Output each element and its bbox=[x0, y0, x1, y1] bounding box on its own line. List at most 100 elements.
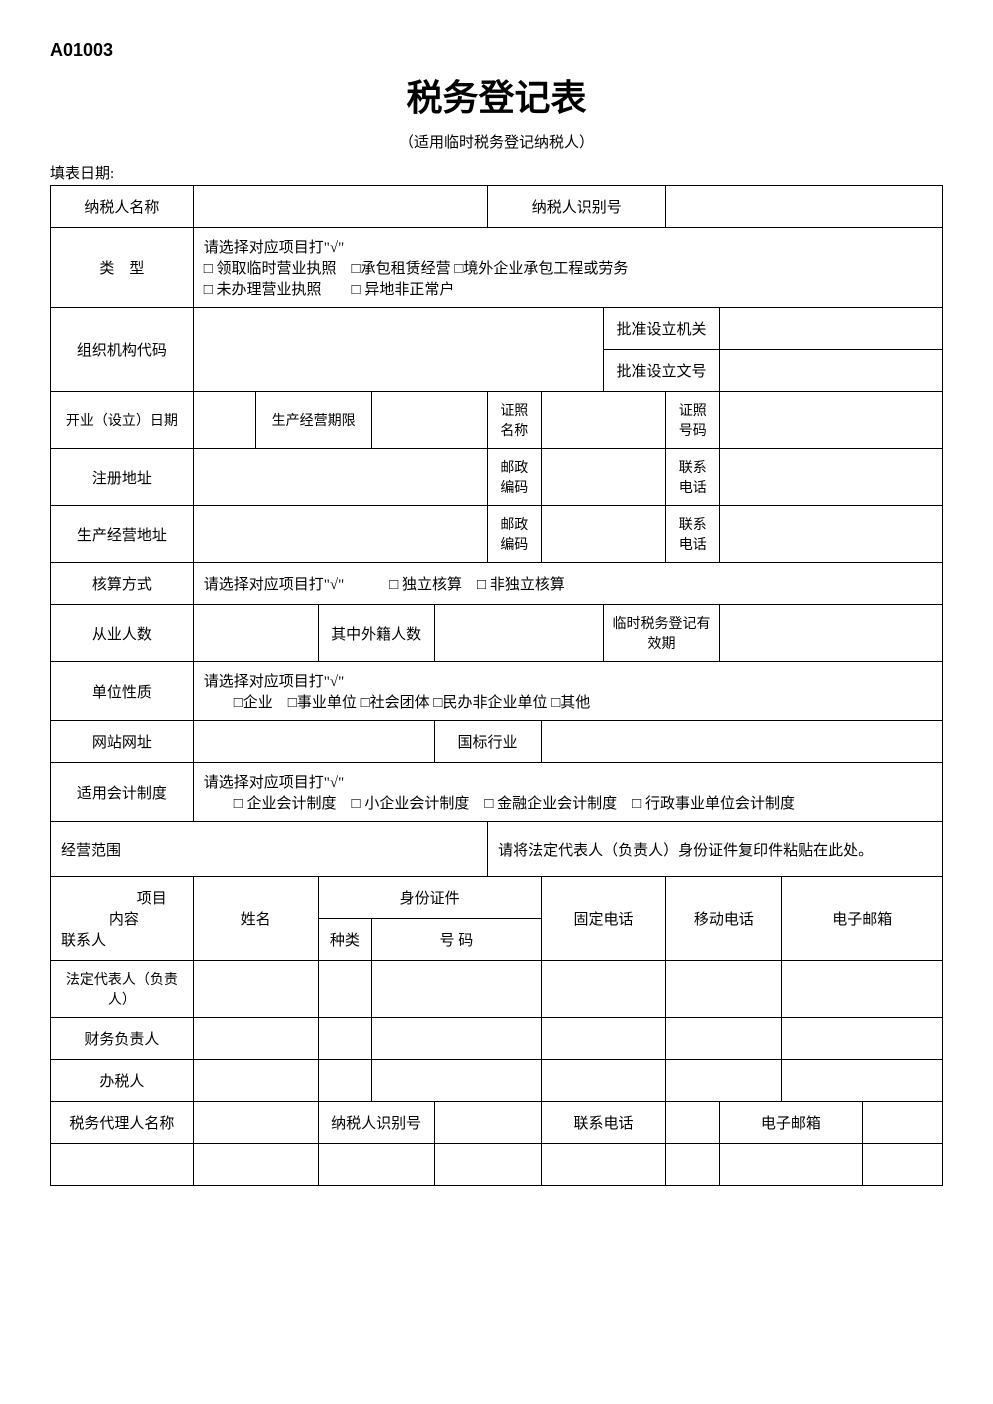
org-code-label: 组织机构代码 bbox=[51, 308, 194, 392]
blank-4[interactable] bbox=[541, 1144, 666, 1186]
blank-2[interactable] bbox=[318, 1144, 434, 1186]
finance-head-mobile[interactable] bbox=[666, 1018, 782, 1060]
open-date-field[interactable] bbox=[193, 392, 255, 449]
paste-note: 请将法定代表人（负责人）身份证件复印件粘贴在此处。 bbox=[488, 822, 943, 877]
tax-handler-name[interactable] bbox=[193, 1060, 318, 1102]
blank-6[interactable] bbox=[719, 1144, 862, 1186]
blank-1[interactable] bbox=[193, 1144, 318, 1186]
reg-addr-field[interactable] bbox=[193, 449, 487, 506]
tax-agent-id-field[interactable] bbox=[434, 1102, 541, 1144]
approve-doc-label: 批准设立文号 bbox=[604, 350, 720, 392]
form-code: A01003 bbox=[50, 40, 943, 61]
website-label: 网站网址 bbox=[51, 721, 194, 763]
taxpayer-name-field[interactable] bbox=[193, 186, 487, 228]
finance-head-doc-type[interactable] bbox=[318, 1018, 372, 1060]
tax-handler-mobile[interactable] bbox=[666, 1060, 782, 1102]
finance-head-fixed-phone[interactable] bbox=[541, 1018, 666, 1060]
page-title: 税务登记表 bbox=[50, 69, 943, 121]
type-label: 类 型 bbox=[51, 228, 194, 308]
temp-valid-field[interactable] bbox=[719, 605, 942, 662]
industry-std-label: 国标行业 bbox=[434, 721, 541, 763]
col-doc-type-label: 种类 bbox=[318, 919, 372, 961]
legal-rep-fixed-phone[interactable] bbox=[541, 961, 666, 1018]
unit-nature-options[interactable]: 请选择对应项目打"√" □企业 □事业单位 □社会团体 □民办非企业单位 □其他 bbox=[193, 662, 942, 721]
cert-name-field[interactable] bbox=[541, 392, 666, 449]
type-option-line1: □ 领取临时营业执照 □承包租赁经营 □境外企业承包工程或劳务 bbox=[204, 257, 936, 278]
tax-handler-fixed-phone[interactable] bbox=[541, 1060, 666, 1102]
temp-valid-label: 临时税务登记有效期 bbox=[604, 605, 720, 662]
tax-agent-email-label: 电子邮箱 bbox=[719, 1102, 862, 1144]
biz-scope-label: 经营范围 bbox=[51, 822, 488, 877]
type-options[interactable]: 请选择对应项目打"√" □ 领取临时营业执照 □承包租赁经营 □境外企业承包工程… bbox=[193, 228, 942, 308]
cert-no-field[interactable] bbox=[719, 392, 942, 449]
biz-phone-field[interactable] bbox=[719, 506, 942, 563]
contact-header: 项目 内容 联系人 bbox=[51, 877, 194, 961]
tax-agent-name-field[interactable] bbox=[193, 1102, 318, 1144]
page-subtitle: （适用临时税务登记纳税人） bbox=[50, 131, 943, 152]
col-name-label: 姓名 bbox=[193, 877, 318, 961]
tax-agent-email-field[interactable] bbox=[862, 1102, 942, 1144]
legal-rep-name[interactable] bbox=[193, 961, 318, 1018]
biz-phone-label: 联系电话 bbox=[666, 506, 720, 563]
reg-phone-field[interactable] bbox=[719, 449, 942, 506]
taxpayer-id-field[interactable] bbox=[666, 186, 943, 228]
biz-postal-field[interactable] bbox=[541, 506, 666, 563]
cert-name-label: 证照名称 bbox=[488, 392, 542, 449]
cert-no-label: 证照号码 bbox=[666, 392, 720, 449]
taxpayer-name-label: 纳税人名称 bbox=[51, 186, 194, 228]
approve-org-field[interactable] bbox=[719, 308, 942, 350]
operate-period-field[interactable] bbox=[372, 392, 488, 449]
open-date-label: 开业（设立）日期 bbox=[51, 392, 194, 449]
col-fixed-phone-label: 固定电话 bbox=[541, 877, 666, 961]
legal-rep-doc-no[interactable] bbox=[372, 961, 541, 1018]
taxpayer-id-label: 纳税人识别号 bbox=[488, 186, 666, 228]
col-email-label: 电子邮箱 bbox=[782, 877, 943, 961]
tax-agent-id-label: 纳税人识别号 bbox=[318, 1102, 434, 1144]
type-option-line2: □ 未办理营业执照 □ 异地非正常户 bbox=[204, 278, 936, 299]
legal-rep-label: 法定代表人（负责人） bbox=[51, 961, 194, 1018]
finance-head-doc-no[interactable] bbox=[372, 1018, 541, 1060]
tax-handler-doc-no[interactable] bbox=[372, 1060, 541, 1102]
operate-period-label: 生产经营期限 bbox=[256, 392, 372, 449]
employee-count-field[interactable] bbox=[193, 605, 318, 662]
blank-7[interactable] bbox=[862, 1144, 942, 1186]
blank-5[interactable] bbox=[666, 1144, 720, 1186]
tax-agent-name-label: 税务代理人名称 bbox=[51, 1102, 194, 1144]
foreign-count-field[interactable] bbox=[434, 605, 603, 662]
foreign-count-label: 其中外籍人数 bbox=[318, 605, 434, 662]
biz-addr-label: 生产经营地址 bbox=[51, 506, 194, 563]
account-system-line1: 请选择对应项目打"√" bbox=[204, 771, 936, 792]
biz-postal-label: 邮政编码 bbox=[488, 506, 542, 563]
type-instruction: 请选择对应项目打"√" bbox=[204, 236, 936, 257]
finance-head-label: 财务负责人 bbox=[51, 1018, 194, 1060]
col-mobile-label: 移动电话 bbox=[666, 877, 782, 961]
employee-count-label: 从业人数 bbox=[51, 605, 194, 662]
blank-3[interactable] bbox=[434, 1144, 541, 1186]
account-system-label: 适用会计制度 bbox=[51, 763, 194, 822]
approve-doc-field[interactable] bbox=[719, 350, 942, 392]
account-system-options[interactable]: 请选择对应项目打"√" □ 企业会计制度 □ 小企业会计制度 □ 金融企业会计制… bbox=[193, 763, 942, 822]
tax-handler-doc-type[interactable] bbox=[318, 1060, 372, 1102]
reg-postal-field[interactable] bbox=[541, 449, 666, 506]
industry-std-field[interactable] bbox=[541, 721, 942, 763]
legal-rep-mobile[interactable] bbox=[666, 961, 782, 1018]
website-field[interactable] bbox=[193, 721, 434, 763]
col-contact-label: 联系人 bbox=[61, 929, 187, 950]
blank-label bbox=[51, 1144, 194, 1186]
biz-addr-field[interactable] bbox=[193, 506, 487, 563]
finance-head-name[interactable] bbox=[193, 1018, 318, 1060]
org-code-field[interactable] bbox=[193, 308, 603, 392]
account-method-options[interactable]: 请选择对应项目打"√" □ 独立核算 □ 非独立核算 bbox=[193, 563, 942, 605]
approve-org-label: 批准设立机关 bbox=[604, 308, 720, 350]
tax-agent-phone-field[interactable] bbox=[666, 1102, 720, 1144]
col-id-doc-label: 身份证件 bbox=[318, 877, 541, 919]
tax-handler-email[interactable] bbox=[782, 1060, 943, 1102]
unit-nature-label: 单位性质 bbox=[51, 662, 194, 721]
tax-agent-phone-label: 联系电话 bbox=[541, 1102, 666, 1144]
legal-rep-email[interactable] bbox=[782, 961, 943, 1018]
unit-nature-line1: 请选择对应项目打"√" bbox=[204, 670, 936, 691]
reg-phone-label: 联系电话 bbox=[666, 449, 720, 506]
finance-head-email[interactable] bbox=[782, 1018, 943, 1060]
legal-rep-doc-type[interactable] bbox=[318, 961, 372, 1018]
account-method-label: 核算方式 bbox=[51, 563, 194, 605]
